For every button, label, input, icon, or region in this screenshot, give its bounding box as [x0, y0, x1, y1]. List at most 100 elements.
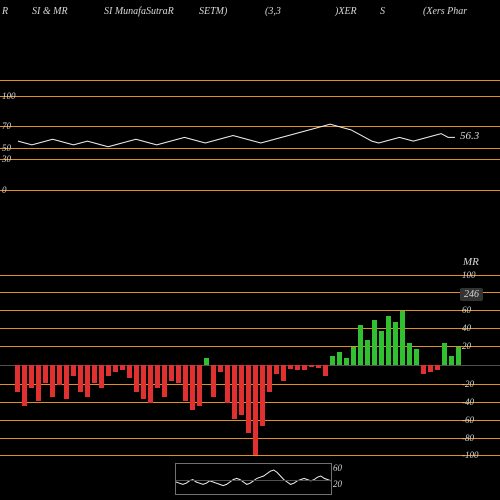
momentum-bar: [344, 358, 349, 365]
header-labels: R SI & MR SI MunafaSutraR SETM) (3,3 )XER S (Xe…: [0, 0, 500, 24]
momentum-bar: [337, 352, 342, 366]
momentum-bar: [330, 356, 335, 365]
momentum-bar: [239, 365, 244, 415]
momentum-bar: [36, 365, 41, 401]
momentum-bar: [442, 343, 447, 366]
axis-label: 50: [2, 143, 11, 153]
mini-axis-label: 20: [333, 479, 342, 489]
axis-label: 70: [2, 121, 11, 131]
axis-label: -60: [462, 415, 474, 425]
momentum-bar: [372, 320, 377, 365]
momentum-bar: [148, 365, 153, 403]
grid-line: [0, 96, 500, 97]
axis-label: 60: [462, 305, 471, 315]
grid-line: [0, 438, 500, 439]
momentum-bar: [71, 365, 76, 376]
axis-label: -40: [462, 397, 474, 407]
momentum-bar: [204, 358, 209, 365]
momentum-bar: [43, 365, 48, 383]
mini-axis-label: 60: [333, 463, 342, 473]
momentum-bar: [225, 365, 230, 403]
momentum-bar: [57, 365, 62, 385]
grid-line: [0, 346, 500, 347]
momentum-bar: [358, 325, 363, 366]
grid-line: [0, 126, 500, 127]
momentum-bar: [295, 365, 300, 370]
axis-label: 100: [462, 270, 476, 280]
momentum-bar: [386, 316, 391, 366]
momentum-bar: [253, 365, 258, 455]
momentum-bar: [183, 365, 188, 401]
momentum-bar: [267, 365, 272, 392]
header-item: (3,3: [265, 6, 281, 17]
axis-label: -20: [462, 379, 474, 389]
momentum-bar: [64, 365, 69, 399]
axis-label: 20: [462, 341, 471, 351]
mini-line: [176, 464, 331, 494]
badge-value: 246: [460, 288, 483, 301]
grid-line: [0, 455, 500, 456]
grid-line: [0, 190, 500, 191]
momentum-bar: [260, 365, 265, 426]
axis-label: 30: [2, 154, 11, 164]
header-item: R: [2, 6, 8, 17]
axis-label: 40: [462, 323, 471, 333]
momentum-bar: [309, 365, 314, 367]
momentum-bar: [232, 365, 237, 419]
header-item: SI & MR: [32, 6, 68, 17]
momentum-bar: [365, 340, 370, 365]
momentum-bar: [120, 365, 125, 370]
momentum-bar: [197, 365, 202, 406]
momentum-bar: [428, 365, 433, 372]
momentum-bar: [281, 365, 286, 381]
momentum-bar: [155, 365, 160, 388]
axis-label: 0: [2, 185, 7, 195]
momentum-bar: [414, 349, 419, 365]
grid-line: [0, 159, 500, 160]
mr-label: MR: [463, 256, 479, 268]
momentum-bar: [246, 365, 251, 433]
momentum-bar: [22, 365, 27, 406]
header-item: S: [380, 6, 385, 17]
grid-line: [0, 80, 500, 81]
momentum-bar: [400, 311, 405, 365]
header-item: )XER: [335, 6, 357, 17]
momentum-bar: [127, 365, 132, 378]
grid-line: [0, 275, 500, 276]
momentum-bar: [351, 347, 356, 365]
momentum-bar: [407, 343, 412, 366]
momentum-bar: [85, 365, 90, 397]
current-value: 56.3: [460, 130, 479, 142]
momentum-bar: [218, 365, 223, 372]
header-item: SETM): [199, 6, 227, 17]
axis-label: 100: [2, 91, 16, 101]
momentum-bar: [162, 365, 167, 397]
grid-line: [0, 148, 500, 149]
momentum-bar: [29, 365, 34, 388]
momentum-bar: [92, 365, 97, 383]
momentum-bar: [421, 365, 426, 374]
grid-line: [0, 328, 500, 329]
momentum-bar: [78, 365, 83, 392]
momentum-bar: [316, 365, 321, 368]
header-item: (Xers Phar: [423, 6, 467, 17]
momentum-bar: [323, 365, 328, 376]
momentum-bar: [379, 331, 384, 365]
momentum-bar: [274, 365, 279, 374]
momentum-bar: [113, 365, 118, 372]
momentum-bar: [456, 347, 461, 365]
mini-chart: [175, 463, 332, 495]
momentum-bar: [15, 365, 20, 392]
momentum-bar: [176, 365, 181, 383]
momentum-bar: [99, 365, 104, 388]
momentum-bar: [288, 365, 293, 369]
momentum-bar: [211, 365, 216, 397]
momentum-bar: [106, 365, 111, 376]
momentum-bar: [190, 365, 195, 410]
grid-line: [0, 292, 500, 293]
header-item: SI MunafaSutraR: [104, 6, 174, 17]
grid-line: [0, 310, 500, 311]
momentum-bar: [435, 365, 440, 370]
momentum-bar: [393, 322, 398, 365]
axis-label: -80: [462, 433, 474, 443]
